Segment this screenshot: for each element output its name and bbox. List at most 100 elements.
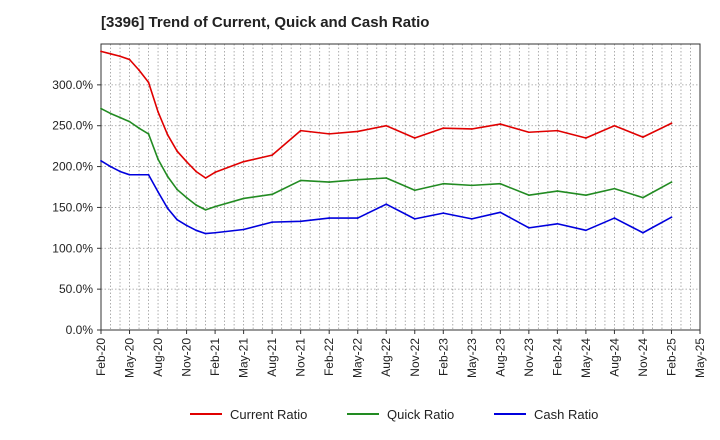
x-tick-label: Feb-20 [94,338,108,376]
y-tick-label: 100.0% [52,241,93,255]
data-point-quick-ratio [356,178,359,181]
data-point-cash-ratio [642,231,644,234]
data-point-cash-ratio [119,170,121,173]
x-tick-label: Aug-20 [151,338,165,377]
x-tick-label: Nov-23 [522,338,536,377]
data-point-quick-ratio [166,175,169,178]
y-tick-label: 200.0% [52,160,93,174]
data-point-cash-ratio [585,229,587,232]
data-point-current-ratio [242,160,245,163]
data-point-quick-ratio [470,184,473,187]
data-point-cash-ratio [100,159,102,162]
data-point-quick-ratio [613,187,616,190]
data-point-cash-ratio [176,218,178,221]
data-point-quick-ratio [556,190,559,192]
data-point-current-ratio [271,154,274,157]
data-point-cash-ratio [385,203,388,206]
data-point-current-ratio [413,137,416,139]
data-point-current-ratio [119,55,121,58]
legend: Current Ratio Quick Ratio Cash Ratio [190,407,598,422]
data-point-quick-ratio [157,158,159,161]
legend-label-quick-ratio: Quick Ratio [387,407,454,422]
data-point-cash-ratio [157,191,159,193]
data-point-current-ratio [100,50,102,53]
x-tick-label: Nov-20 [180,338,194,377]
data-point-current-ratio [470,128,473,130]
data-point-cash-ratio [499,211,502,214]
data-point-quick-ratio [527,194,530,197]
data-point-current-ratio [138,69,140,72]
data-point-current-ratio [585,137,587,139]
data-point-quick-ratio [100,107,102,110]
data-point-cash-ratio [271,221,274,224]
legend-label-current-ratio: Current Ratio [230,407,307,422]
data-point-current-ratio [166,133,169,136]
plot-frame [100,43,701,331]
x-tick-label: Feb-22 [322,338,336,376]
data-point-quick-ratio [214,205,216,208]
data-point-current-ratio [642,136,644,139]
data-point-cash-ratio [328,217,331,219]
data-point-cash-ratio [204,232,207,235]
data-point-cash-ratio [242,228,245,231]
data-point-quick-ratio [442,182,445,185]
data-point-cash-ratio [147,173,150,176]
grid [101,44,700,330]
x-tick-label: Feb-23 [436,338,450,376]
x-tick-label: Nov-24 [636,338,650,377]
y-tick-labels: 0.0% 50.0% 100.0% 150.0% 200.0% 250.0% 300.0% [52,78,93,337]
x-tick-label: Feb-24 [550,338,564,376]
data-point-current-ratio [157,110,159,113]
data-point-quick-ratio [204,208,207,211]
x-tick-label: Aug-22 [379,338,393,377]
data-point-cash-ratio [470,217,473,220]
data-point-current-ratio [442,127,445,130]
data-point-cash-ratio [527,226,530,229]
data-point-quick-ratio [642,196,644,199]
data-point-quick-ratio [147,132,150,135]
data-point-cash-ratio [138,173,140,176]
data-point-quick-ratio [499,182,502,185]
data-point-cash-ratio [299,220,302,223]
data-point-quick-ratio [138,127,140,130]
data-point-current-ratio [176,150,178,152]
data-point-quick-ratio [242,197,245,200]
data-point-current-ratio [670,122,673,125]
data-point-quick-ratio [299,179,302,182]
chart-title: [3396] Trend of Current, Quick and Cash … [101,14,430,31]
x-tick-label: May-21 [237,338,251,378]
data-point-cash-ratio [109,165,112,168]
data-point-current-ratio [613,124,616,127]
data-point-quick-ratio [328,181,331,183]
legend-label-cash-ratio: Cash Ratio [534,407,598,422]
data-point-quick-ratio [128,120,131,123]
data-point-quick-ratio [119,116,121,119]
data-point-current-ratio [204,177,207,179]
x-tick-label: May-25 [693,338,707,378]
x-tick-label: Feb-21 [208,338,222,376]
data-point-current-ratio [195,170,197,173]
x-tick-label: Aug-21 [265,338,279,377]
data-point-cash-ratio [670,216,673,219]
x-tick-labels: Feb-20 May-20 Aug-20 Nov-20 Feb-21 May-21 Aug-… [94,338,707,378]
data-point-current-ratio [109,52,112,55]
data-point-current-ratio [499,123,502,125]
x-tick-label: Feb-25 [664,338,678,376]
y-tick-label: 300.0% [52,78,93,92]
data-point-quick-ratio [413,189,416,192]
x-tick-label: May-24 [579,338,593,378]
y-tick-label: 150.0% [52,200,93,214]
data-point-cash-ratio [195,229,197,232]
data-point-quick-ratio [271,193,274,196]
x-tick-label: May-23 [465,338,479,378]
data-point-cash-ratio [413,217,416,220]
data-point-quick-ratio [585,194,587,197]
data-point-cash-ratio [214,231,216,234]
data-point-quick-ratio [670,181,673,183]
y-tick-label: 250.0% [52,119,93,133]
data-point-cash-ratio [556,222,559,225]
data-point-current-ratio [356,130,359,133]
data-point-current-ratio [385,124,388,127]
data-point-current-ratio [147,81,150,84]
